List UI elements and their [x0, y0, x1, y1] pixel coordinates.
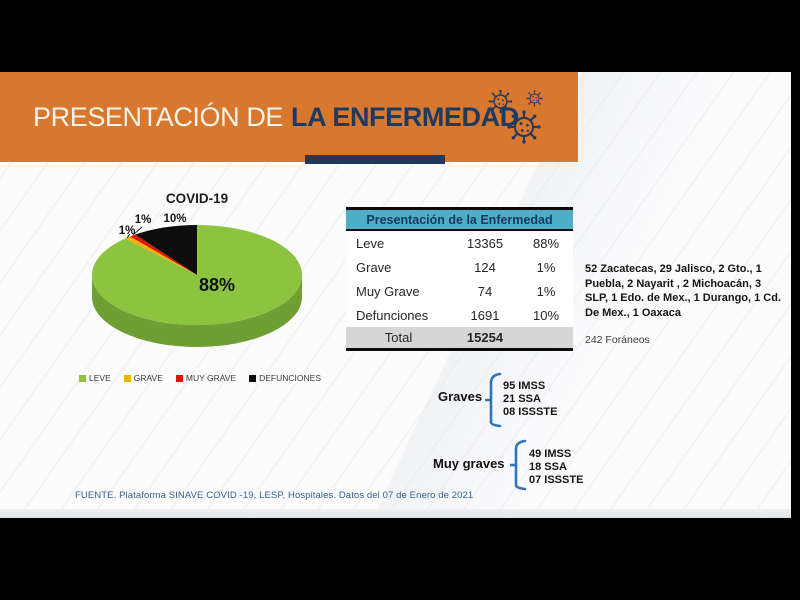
- total-value: 15254: [466, 330, 504, 345]
- graves-label: Graves: [438, 389, 483, 404]
- pie-slice-leve: [92, 225, 303, 325]
- page-title: PRESENTACIÓN DE LA ENFERMEDAD: [0, 102, 519, 133]
- table-row: Muy Grave 74 1%: [346, 279, 573, 303]
- slide: PRESENTACIÓN DE LA ENFERMEDAD: [0, 72, 791, 518]
- legend-label-defunciones: DEFUNCIONES: [259, 373, 321, 383]
- legend-item-leve: LEVE: [79, 373, 111, 383]
- legend-swatch-grave: [123, 374, 131, 382]
- row-label: Defunciones: [356, 307, 429, 323]
- row-label: Leve: [356, 235, 385, 251]
- pie-label-defunciones: 10%: [163, 213, 187, 225]
- row-value: 1691: [470, 307, 500, 323]
- row-pct: 1%: [536, 283, 556, 299]
- pie-side-wall: [92, 275, 302, 347]
- table-row: Leve 13365 88%: [346, 231, 573, 255]
- pie-label-leve: 88%: [199, 275, 236, 295]
- foraneos-note: 242 Foráneos: [585, 334, 650, 346]
- pie-label-grave: 1%: [118, 225, 136, 237]
- row-label: Muy Grave: [356, 283, 420, 299]
- pie-slice-grave: [125, 236, 197, 275]
- legend-item-grave: GRAVE: [123, 373, 163, 383]
- row-pct: 10%: [532, 307, 560, 323]
- table-total-row: Total 15254: [346, 327, 573, 348]
- graves-items: 95 IMSS 21 SSA 08 ISSSTE: [503, 380, 558, 418]
- muy-graves-label: Muy graves: [433, 456, 505, 471]
- legend-label-muy-grave: MUY GRAVE: [185, 373, 237, 383]
- table-row: Defunciones 1691 10%: [346, 303, 573, 327]
- row-value: 124: [474, 259, 496, 275]
- row-value: 13365: [466, 235, 504, 251]
- source-footer: FUENTE. Plataforma SINAVE COVID -19, LES…: [75, 490, 474, 501]
- virus-icon: [525, 89, 544, 108]
- page-title-bold: LA ENFERMEDAD: [291, 101, 519, 132]
- legend-label-leve: LEVE: [89, 373, 111, 383]
- pie-chart: [92, 225, 303, 347]
- table-header: Presentación de la Enfermedad: [346, 210, 573, 231]
- total-label: Total: [384, 330, 413, 345]
- page-title-regular: PRESENTACIÓN DE: [33, 101, 284, 132]
- legend-swatch-muy-grave: [175, 374, 183, 382]
- header-banner: PRESENTACIÓN DE LA ENFERMEDAD: [0, 72, 578, 162]
- label-leader-line: [132, 226, 143, 236]
- pie-slice-muy-grave: [130, 234, 197, 275]
- label-leader-line: [126, 233, 131, 239]
- virus-icon: [505, 108, 543, 146]
- accent-bar: [305, 155, 445, 164]
- table-row: Grave 124 1%: [346, 255, 573, 279]
- legend-swatch-defunciones: [249, 374, 257, 382]
- legend-swatch-leve: [79, 374, 86, 382]
- severity-table: Presentación de la Enfermedad Leve 13365…: [346, 207, 573, 351]
- row-value: 74: [477, 283, 493, 299]
- graves-brace: [485, 372, 502, 428]
- muy-graves-items: 49 IMSS 18 SSA 07 ISSSTE: [529, 448, 584, 486]
- pie-chart-title: COVID-19: [165, 191, 229, 206]
- muy-graves-brace: [510, 439, 527, 491]
- legend-label-grave: GRAVE: [133, 373, 163, 383]
- slide-bottom-band: [0, 509, 791, 518]
- row-label: Grave: [356, 259, 392, 275]
- row-pct: 88%: [532, 235, 560, 251]
- legend-item-muy-grave: MUY GRAVE: [175, 373, 237, 383]
- row-pct: 1%: [536, 259, 556, 275]
- pie-legend: LEVE GRAVE MUY GRAVE DEFUNCIONES: [55, 373, 345, 383]
- states-breakdown-note: 52 Zacatecas, 29 Jalisco, 2 Gto., 1 Pueb…: [585, 263, 782, 319]
- legend-item-defunciones: DEFUNCIONES: [249, 373, 321, 383]
- pie-label-muy-grave: 1%: [134, 214, 152, 226]
- pie-slice-defunciones: [135, 225, 197, 275]
